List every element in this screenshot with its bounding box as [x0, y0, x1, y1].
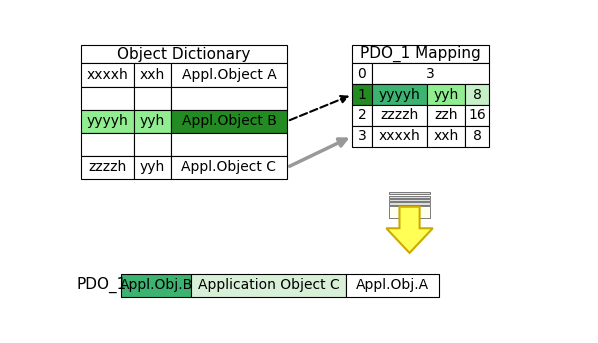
Text: 2: 2 — [358, 108, 366, 122]
Bar — [171, 63, 287, 86]
Text: yyyyh: yyyyh — [87, 114, 128, 128]
Text: Application Object C: Application Object C — [197, 278, 340, 292]
Bar — [81, 63, 133, 86]
Bar — [81, 133, 133, 156]
Bar — [346, 274, 439, 297]
Bar — [133, 63, 171, 86]
Text: 1: 1 — [358, 88, 367, 102]
Bar — [133, 86, 171, 110]
Bar — [133, 110, 171, 133]
Bar — [352, 105, 371, 126]
Bar — [171, 110, 287, 133]
Text: 16: 16 — [468, 108, 486, 122]
Bar — [465, 84, 489, 105]
Text: xxxxh: xxxxh — [379, 129, 420, 143]
Text: zzzzh: zzzzh — [380, 108, 419, 122]
Bar — [121, 274, 191, 297]
Text: yyh: yyh — [139, 114, 165, 128]
Bar — [133, 156, 171, 179]
Bar — [352, 63, 371, 84]
Bar — [81, 86, 133, 110]
Bar — [465, 126, 489, 147]
Text: zzh: zzh — [434, 108, 457, 122]
Text: yyyyh: yyyyh — [379, 88, 420, 102]
Text: Object Dictionary: Object Dictionary — [117, 47, 251, 62]
Polygon shape — [386, 207, 433, 253]
Text: PDO_1 Mapping: PDO_1 Mapping — [361, 46, 481, 62]
Text: PDO_1: PDO_1 — [77, 277, 127, 293]
Bar — [133, 133, 171, 156]
Bar — [389, 196, 430, 198]
Text: 3: 3 — [358, 129, 366, 143]
Text: Appl.Object B: Appl.Object B — [182, 114, 276, 128]
Bar — [81, 156, 133, 179]
Text: 8: 8 — [472, 129, 481, 143]
Bar — [389, 199, 430, 201]
Bar — [191, 274, 346, 297]
Bar — [81, 45, 287, 63]
Bar — [171, 133, 287, 156]
Text: yyh: yyh — [139, 161, 165, 175]
Bar — [371, 126, 428, 147]
Text: xxh: xxh — [139, 68, 165, 82]
Text: Appl.Obj.A: Appl.Obj.A — [356, 278, 429, 292]
Bar — [389, 192, 430, 194]
Bar — [371, 84, 428, 105]
Bar — [389, 206, 430, 218]
Bar — [371, 105, 428, 126]
Text: xxh: xxh — [434, 129, 459, 143]
Bar — [428, 126, 465, 147]
Bar — [465, 105, 489, 126]
Bar — [171, 156, 287, 179]
Bar — [371, 63, 489, 84]
Text: xxxxh: xxxxh — [87, 68, 128, 82]
Text: Appl.Object C: Appl.Object C — [181, 161, 276, 175]
Bar — [171, 86, 287, 110]
Bar — [81, 110, 133, 133]
Text: 3: 3 — [426, 67, 435, 81]
Bar — [352, 45, 489, 63]
Text: zzzzh: zzzzh — [88, 161, 126, 175]
Text: 0: 0 — [358, 67, 366, 81]
Text: Appl.Obj.B: Appl.Obj.B — [120, 278, 193, 292]
Bar — [389, 202, 430, 205]
Bar — [352, 126, 371, 147]
Bar — [428, 84, 465, 105]
Text: 8: 8 — [472, 88, 481, 102]
Text: yyh: yyh — [434, 88, 459, 102]
Bar — [352, 84, 371, 105]
Text: Appl.Object A: Appl.Object A — [182, 68, 276, 82]
Bar — [428, 105, 465, 126]
